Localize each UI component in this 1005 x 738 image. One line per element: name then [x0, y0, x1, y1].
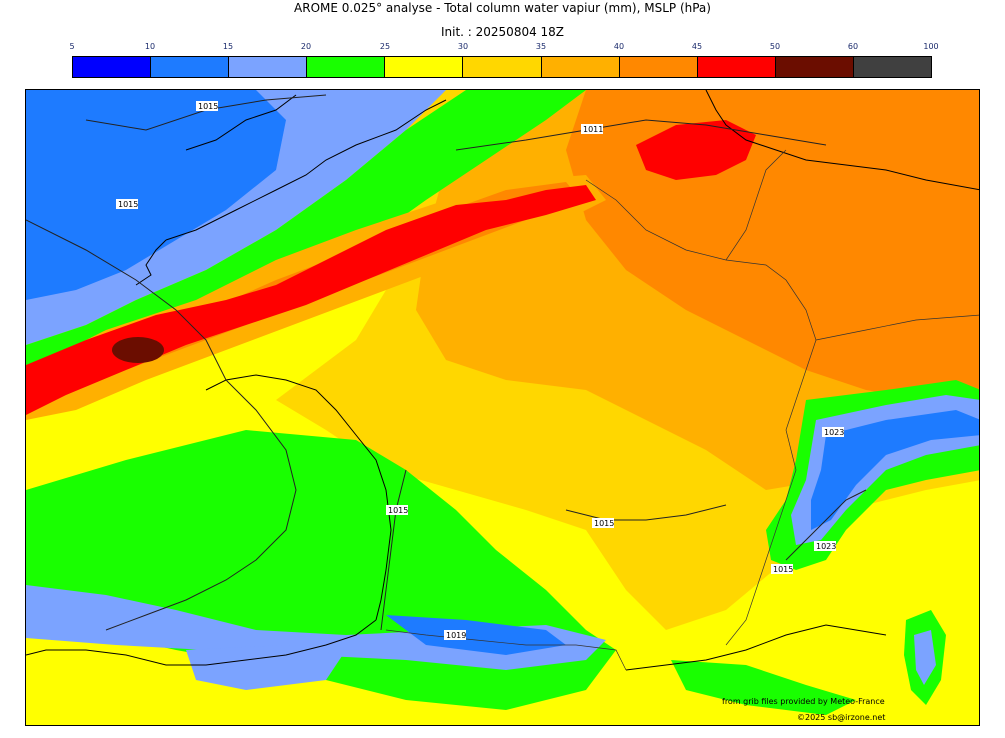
coastlines — [26, 90, 979, 671]
colorbar-tick: 25 — [379, 42, 391, 51]
colorbar-cell — [151, 57, 230, 77]
field-45-50-benelux — [636, 120, 756, 180]
isobar-label: 1015 — [594, 519, 614, 528]
field-50-60-core — [112, 337, 164, 363]
colorbar-tick: 100 — [923, 42, 939, 51]
isobar-label: 1015 — [198, 102, 218, 111]
isobar-label: 1015 — [118, 200, 138, 209]
colorbar-cell — [307, 57, 386, 77]
data-source-credit: from grib files provided by Meteo-France — [722, 697, 885, 706]
init-time: Init. : 20250804 18Z — [440, 25, 565, 39]
field-20-25-band — [26, 90, 586, 365]
field-10-15 — [26, 90, 286, 300]
map-title: AROME 0.025° analyse - Total column wate… — [294, 1, 711, 15]
map-canvas: 1015 1011 1015 1015 1015 1023 1023 1015 … — [26, 90, 979, 725]
colorbar-tick: 60 — [847, 42, 859, 51]
field-10-15-alps — [811, 410, 979, 530]
isobar-label: 1019 — [446, 631, 466, 640]
colorbar-cell — [619, 57, 698, 77]
colorbar-tick: 40 — [613, 42, 625, 51]
colorbar-cell — [463, 57, 542, 77]
borders — [385, 149, 979, 671]
colorbar-tick: 35 — [535, 42, 547, 51]
copyright-credit: ©2025 sb@irzone.net — [797, 713, 886, 722]
colorbar-tick: 30 — [457, 42, 469, 51]
field-45-50-plume — [26, 185, 596, 415]
isobar-label: 1015 — [388, 506, 408, 515]
colorbar-cell — [775, 57, 854, 77]
weather-map: 1015 1011 1015 1015 1015 1023 1023 1015 … — [25, 89, 980, 726]
colorbar-cell — [73, 57, 152, 77]
colorbar-ticks: 5 10 15 20 25 30 35 40 45 50 60 100 — [0, 42, 1005, 54]
colorbar-cell — [385, 57, 464, 77]
isobar-label: 1011 — [583, 125, 603, 134]
isobar-label: 1023 — [824, 428, 844, 437]
colorbar — [72, 56, 932, 78]
colorbar-cell — [697, 57, 776, 77]
colorbar-tick: 10 — [144, 42, 156, 51]
colorbar-tick: 45 — [691, 42, 703, 51]
colorbar-tick: 15 — [222, 42, 234, 51]
isobar-label: 1015 — [773, 565, 793, 574]
colorbar-cell — [541, 57, 620, 77]
colorbar-tick: 5 — [69, 42, 75, 51]
colorbar-tick: 20 — [300, 42, 312, 51]
colorbar-cell — [853, 57, 932, 77]
isobar-labels: 1015 1011 1015 1015 1015 1023 1023 1015 … — [116, 101, 844, 640]
colorbar-cell — [229, 57, 308, 77]
isobar-label: 1023 — [816, 542, 836, 551]
colorbar-tick: 50 — [769, 42, 781, 51]
